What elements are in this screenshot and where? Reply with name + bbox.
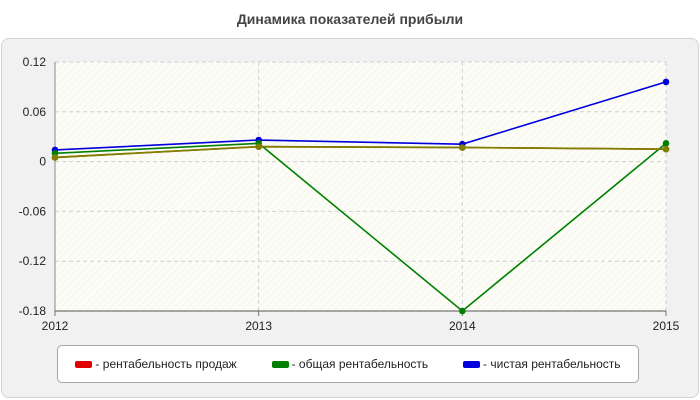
y-tick-label: -0.18: [19, 304, 47, 318]
y-tick-label: -0.12: [19, 254, 47, 268]
legend-item-net-margin[interactable]: - чистая рентабельность: [463, 357, 621, 371]
legend-dash: -: [291, 357, 299, 371]
legend-swatch-green: [271, 360, 289, 368]
grid-lines: [54, 61, 667, 311]
series-point: [459, 307, 466, 315]
legend-label: общая рентабельность: [298, 357, 429, 371]
series-point-overlay: [662, 145, 670, 153]
x-tick-label: 2012: [42, 319, 69, 333]
legend-dash: -: [95, 357, 103, 371]
series-point-overlay: [459, 144, 466, 151]
legend-dash: -: [483, 357, 491, 371]
series-line-1: [54, 142, 667, 313]
x-tick-label: 2013: [245, 319, 272, 333]
y-tick-label: 0.06: [23, 105, 47, 119]
x-tick-label: 2015: [653, 319, 680, 333]
chart-legend: - рентабельность продаж - общая рентабел…: [57, 345, 639, 383]
series-point-overlay: [51, 154, 59, 161]
legend-label: рентабельность продаж: [102, 357, 237, 371]
chart-title: Динамика показателей прибыли: [236, 11, 464, 27]
legend-swatch-red: [75, 360, 93, 368]
series-lines: [51, 78, 670, 315]
series-point: [662, 78, 670, 86]
legend-item-sales-margin[interactable]: - рентабельность продаж: [75, 357, 237, 371]
series-point-overlay: [255, 143, 262, 150]
series-line-2: [54, 81, 667, 151]
legend-label: чистая рентабельность: [490, 357, 621, 371]
x-tick-labels: 2012 2013 2014 2015: [42, 319, 680, 333]
y-tick-label: 0: [39, 155, 46, 169]
x-tick-label: 2014: [449, 319, 476, 333]
y-tick-label: -0.06: [19, 204, 47, 218]
y-tick-label: 0.12: [23, 55, 47, 69]
series-line-0-overlay: [54, 145, 667, 159]
plot-area: [55, 62, 666, 311]
series-point: [662, 140, 670, 147]
legend-item-total-margin[interactable]: - общая рентабельность: [271, 357, 429, 371]
y-tick-labels: 0.12 0.06 0 -0.06 -0.12 -0.18: [19, 55, 47, 318]
legend-swatch-blue: [463, 360, 481, 368]
